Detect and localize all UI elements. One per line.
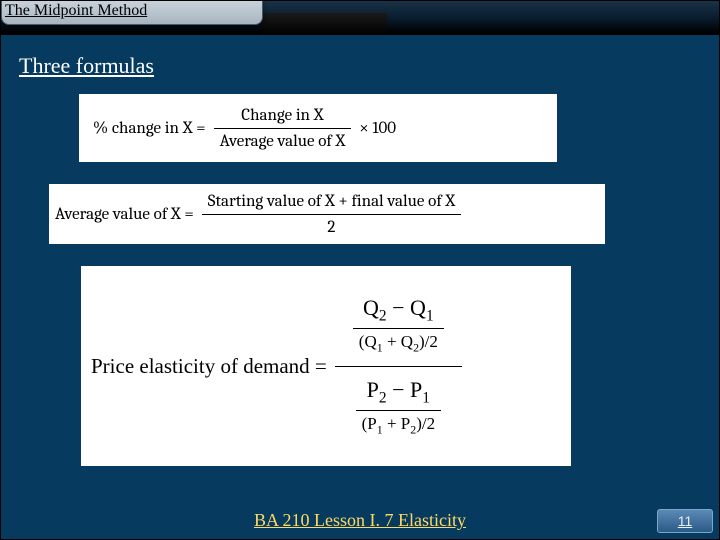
f3-bot-den-mid: + P xyxy=(383,414,411,433)
f3-bot-num-p2-sub: 2 xyxy=(379,389,387,406)
formula1-lhs: % change in X = xyxy=(93,119,206,138)
f3-top-num-q2: Q xyxy=(363,295,379,320)
formula3-top-fraction: Q2 − Q1 (Q1 + Q2)/2 xyxy=(335,289,462,367)
f3-top-num-op: − xyxy=(387,295,410,320)
formula3-bottom-fraction: P2 − P1 (P1 + P2)/2 xyxy=(335,367,462,444)
f3-top-num-q1: Q xyxy=(410,295,426,320)
f3-bot-den-open: (P xyxy=(362,414,377,433)
formula1-denominator: Average value of X xyxy=(214,129,352,151)
f3-top-den-mid: + Q xyxy=(383,332,413,351)
formula2-numerator: Starting value of X + final value of X xyxy=(202,192,461,215)
f3-top-num-q1-sub: 1 xyxy=(426,307,434,324)
formula-average-value: Average value of X = Starting value of X… xyxy=(49,184,605,244)
f3-top-den-open: (Q xyxy=(359,332,377,351)
formula1-numerator: Change in X xyxy=(214,106,352,129)
formula-price-elasticity: Price elasticity of demand = Q2 − Q1 (Q1… xyxy=(81,266,571,466)
footer-course-text: BA 210 Lesson I. 7 Elasticity xyxy=(254,510,466,531)
slide-title: The Midpoint Method xyxy=(5,2,147,20)
formula1-tail: × 100 xyxy=(359,119,396,138)
formula1-fraction: Change in X Average value of X xyxy=(214,106,352,151)
slide-subtitle: Three formulas xyxy=(19,53,154,79)
f3-bot-num-p1-sub: 1 xyxy=(422,389,430,406)
slide: The Midpoint Method Three formulas % cha… xyxy=(0,0,720,540)
f3-bot-num-p2: P xyxy=(367,377,379,402)
formula2-fraction: Starting value of X + final value of X 2 xyxy=(202,192,461,237)
formula2-denominator: 2 xyxy=(202,215,461,237)
f3-top-num-q2-sub: 2 xyxy=(379,307,387,324)
formula3-compound-fraction: Q2 − Q1 (Q1 + Q2)/2 P2 − P1 (P1 + P2)/2 xyxy=(335,289,462,444)
title-tab-shadow xyxy=(261,13,387,35)
formula-percent-change: % change in X = Change in X Average valu… xyxy=(79,94,557,162)
formula2-lhs: Average value of X = xyxy=(55,205,194,224)
formula3-lhs: Price elasticity of demand = xyxy=(91,354,327,379)
f3-top-den-close: )/2 xyxy=(419,332,438,351)
f3-bot-num-p1: P xyxy=(410,377,422,402)
title-bar: The Midpoint Method xyxy=(1,1,719,35)
page-number: 11 xyxy=(657,509,713,533)
f3-bot-num-op: − xyxy=(387,377,410,402)
f3-bot-den-close: )/2 xyxy=(416,414,435,433)
